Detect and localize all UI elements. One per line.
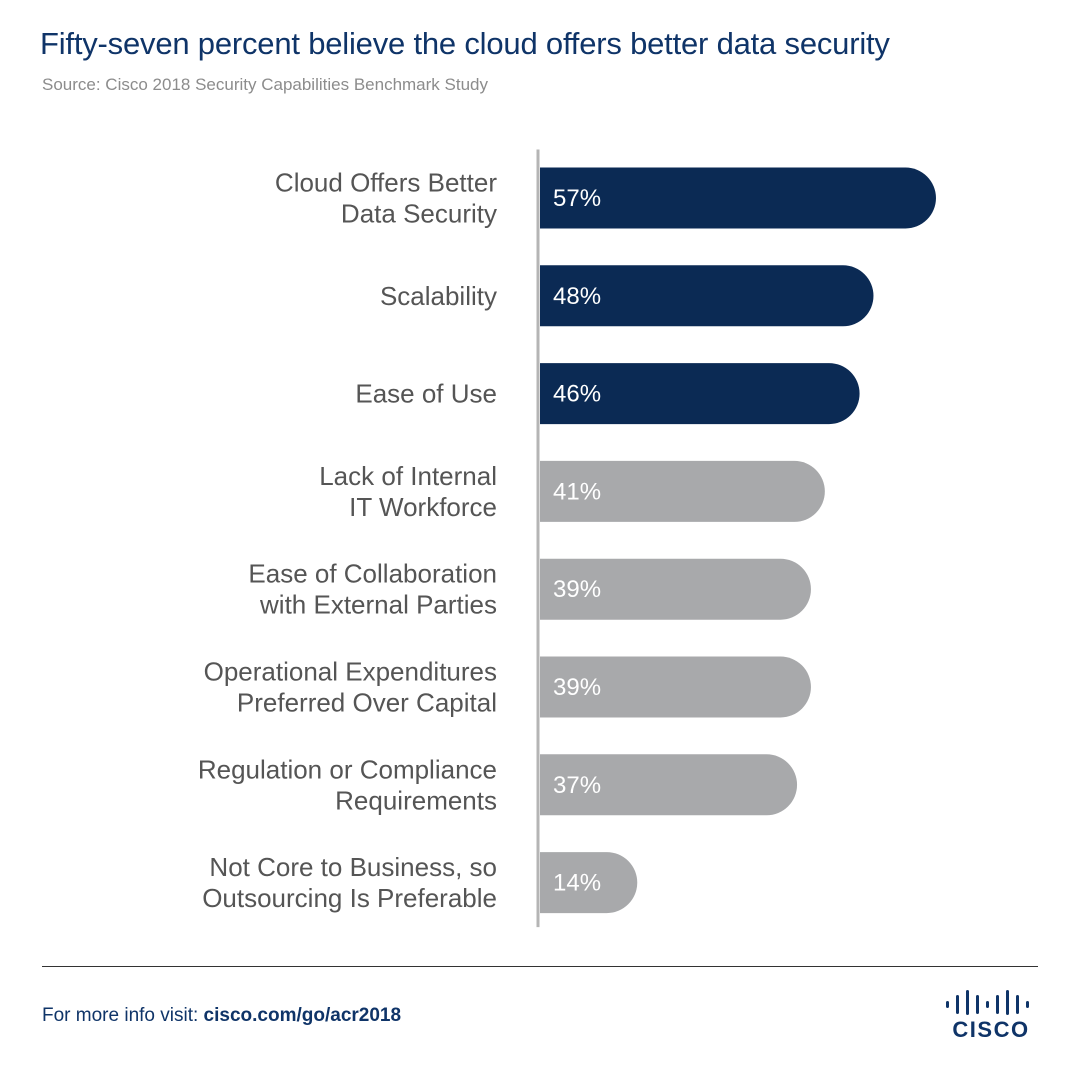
bar-value-label: 39%	[553, 576, 601, 603]
bar	[540, 558, 811, 620]
footer-prefix: For more info visit:	[42, 1005, 204, 1026]
cisco-logo: CISCO	[944, 988, 1038, 1042]
category-label: Ease of Use	[355, 379, 497, 409]
category-label: IT Workforce	[349, 492, 497, 522]
bar	[540, 754, 798, 816]
bar	[540, 852, 638, 914]
footer-info: For more info visit: cisco.com/go/acr201…	[42, 1005, 401, 1027]
bar	[540, 363, 860, 425]
bar-value-label: 37%	[553, 772, 601, 799]
category-label: Regulation or Compliance	[198, 754, 497, 784]
bar-value-label: 41%	[553, 478, 601, 505]
bar	[540, 460, 825, 522]
category-label: Not Core to Business, so	[209, 852, 497, 882]
footer-link[interactable]: cisco.com/go/acr2018	[203, 1005, 402, 1026]
category-label: with External Parties	[259, 590, 497, 620]
bar-value-label: 39%	[553, 674, 601, 701]
cisco-bridge-logo-icon	[946, 990, 1029, 1015]
bar-value-label: 57%	[553, 185, 601, 212]
footer-divider	[42, 966, 1038, 967]
category-label: Preferred Over Capital	[237, 688, 497, 718]
chart-source: Source: Cisco 2018 Security Capabilities…	[42, 75, 488, 94]
category-label: Outsourcing Is Preferable	[202, 883, 497, 913]
bar-value-label: 48%	[553, 283, 601, 310]
category-label: Data Security	[341, 199, 497, 229]
chart-title: Fifty-seven percent believe the cloud of…	[40, 26, 890, 61]
bar	[540, 656, 811, 718]
category-label: Ease of Collaboration	[248, 559, 497, 589]
bar	[540, 167, 936, 229]
bar-value-label: 46%	[553, 381, 601, 408]
logo-wordmark: CISCO	[952, 1017, 1030, 1042]
category-label: Lack of Internal	[319, 461, 497, 491]
category-label: Requirements	[335, 785, 497, 815]
category-label: Scalability	[380, 281, 497, 311]
category-label: Operational Expenditures	[204, 657, 497, 687]
bar-value-label: 14%	[553, 870, 601, 897]
bar	[540, 265, 874, 327]
category-label: Cloud Offers Better	[275, 168, 497, 198]
